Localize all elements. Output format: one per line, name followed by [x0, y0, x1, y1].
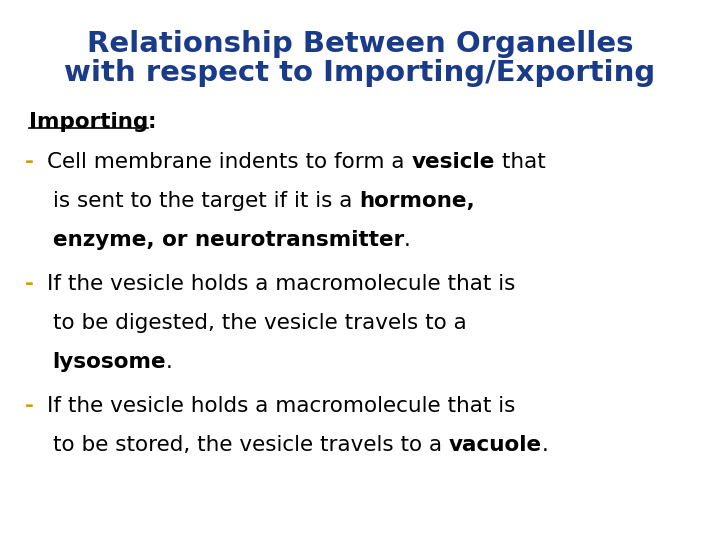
Text: is sent to the target if it is a: is sent to the target if it is a: [53, 191, 359, 211]
Text: vesicle: vesicle: [411, 152, 495, 172]
Text: hormone,: hormone,: [359, 191, 474, 211]
Text: vacuole: vacuole: [449, 435, 541, 455]
Text: -: -: [25, 152, 34, 172]
Text: Relationship Between Organelles: Relationship Between Organelles: [86, 30, 634, 58]
Text: -: -: [25, 396, 34, 416]
Text: .: .: [404, 230, 410, 250]
Text: .: .: [166, 352, 173, 372]
Text: .: .: [541, 435, 549, 455]
Text: Importing: Importing: [29, 112, 148, 132]
Text: enzyme, or neurotransmitter: enzyme, or neurotransmitter: [53, 230, 404, 250]
Text: that: that: [495, 152, 545, 172]
Text: If the vesicle holds a macromolecule that is: If the vesicle holds a macromolecule tha…: [47, 274, 516, 294]
Text: to be digested, the vesicle travels to a: to be digested, the vesicle travels to a: [53, 313, 467, 333]
Text: -: -: [25, 274, 34, 294]
Text: to be stored, the vesicle travels to a: to be stored, the vesicle travels to a: [53, 435, 449, 455]
Text: lysosome: lysosome: [53, 352, 166, 372]
Text: :: :: [148, 112, 156, 132]
Text: with respect to Importing/Exporting: with respect to Importing/Exporting: [64, 59, 656, 87]
Text: If the vesicle holds a macromolecule that is: If the vesicle holds a macromolecule tha…: [47, 396, 516, 416]
Text: Cell membrane indents to form a: Cell membrane indents to form a: [47, 152, 411, 172]
